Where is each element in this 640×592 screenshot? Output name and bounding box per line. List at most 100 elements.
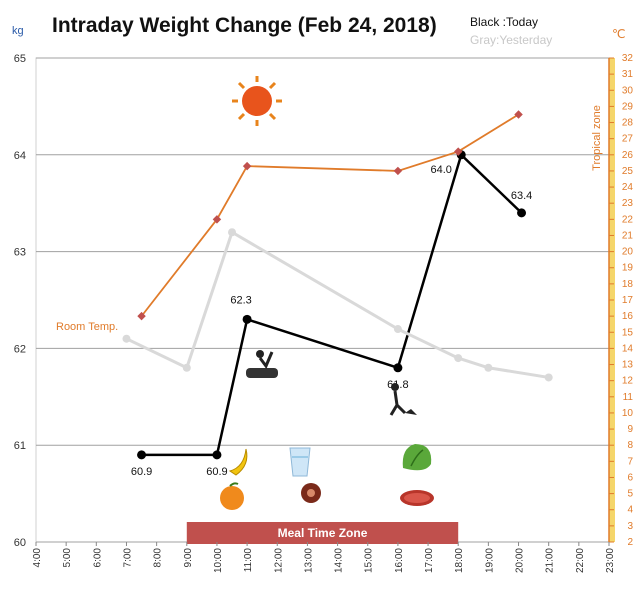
today-point xyxy=(242,314,252,324)
y-right-tick-label: 2 xyxy=(627,537,633,548)
today-point xyxy=(137,450,147,460)
room-temp-label: Room Temp. xyxy=(56,321,118,333)
banana-icon xyxy=(228,448,248,476)
y-right-unit: ℃ xyxy=(612,27,625,41)
y-left-tick-label: 63 xyxy=(14,247,26,259)
x-tick-label: 21:00 xyxy=(545,548,556,573)
series-line-temperature xyxy=(140,113,519,317)
y-right-tick-label: 8 xyxy=(627,440,633,451)
yesterday-point xyxy=(182,363,191,372)
today-data-label: 63.4 xyxy=(511,190,532,202)
y-left-tick-label: 60 xyxy=(14,537,26,549)
y-right-tick-label: 15 xyxy=(622,327,634,338)
x-tick-label: 6:00 xyxy=(92,548,103,568)
y-right-tick-label: 24 xyxy=(622,182,634,193)
x-tick-label: 12:00 xyxy=(273,548,284,573)
y-right-tick-label: 21 xyxy=(622,230,634,241)
today-data-label: 64.0 xyxy=(431,164,452,176)
yesterday-point xyxy=(544,373,553,382)
x-tick-label: 20:00 xyxy=(515,548,526,573)
y-right-tick-label: 10 xyxy=(622,408,634,419)
y-right-tick-label: 18 xyxy=(622,279,634,290)
y-right-tick-label: 29 xyxy=(622,101,634,112)
y-right-tick-label: 23 xyxy=(622,198,634,209)
legend-yesterday: Gray:Yesterday xyxy=(470,33,553,47)
x-tick-label: 23:00 xyxy=(605,548,616,573)
today-data-label: 60.9 xyxy=(131,466,152,478)
y-right-tick-label: 14 xyxy=(622,343,634,354)
orange-icon xyxy=(220,482,244,510)
steak-icon xyxy=(400,490,434,506)
x-tick-label: 4:00 xyxy=(32,548,43,568)
y-left-unit: kg xyxy=(12,25,24,37)
x-tick-label: 15:00 xyxy=(364,548,375,573)
wood-chopping-icon xyxy=(246,350,278,378)
x-tick-label: 13:00 xyxy=(303,548,314,573)
y-left-tick-label: 65 xyxy=(14,53,26,65)
temperature-point xyxy=(514,110,523,119)
y-right-tick-label: 27 xyxy=(622,134,634,145)
y-right-tick-label: 31 xyxy=(622,69,634,80)
yesterday-point xyxy=(122,334,131,343)
x-tick-label: 10:00 xyxy=(213,548,224,573)
y-right-tick-label: 16 xyxy=(622,311,634,322)
x-tick-label: 18:00 xyxy=(454,548,465,573)
x-tick-label: 22:00 xyxy=(575,548,586,573)
x-tick-label: 14:00 xyxy=(334,548,345,573)
y-right-tick-label: 28 xyxy=(622,118,634,129)
plot-area xyxy=(35,57,610,543)
y-right-tick-label: 19 xyxy=(622,263,634,274)
gardening-icon xyxy=(389,383,417,416)
y-right-tick-label: 17 xyxy=(622,295,634,306)
y-right-tick-label: 30 xyxy=(622,85,634,96)
water-glass-icon xyxy=(289,447,311,477)
temperature-point xyxy=(137,311,146,321)
x-tick-label: 9:00 xyxy=(183,548,194,568)
y-right-tick-label: 20 xyxy=(622,247,634,258)
meal-time-zone-label: Meal Time Zone xyxy=(278,526,368,540)
meal-time-zone-bar xyxy=(186,522,459,544)
x-tick-label: 16:00 xyxy=(394,548,405,573)
y-left-tick-label: 62 xyxy=(14,343,26,355)
y-right-tick-label: 12 xyxy=(622,376,634,387)
y-right-tick-label: 3 xyxy=(627,521,633,532)
temperature-point xyxy=(393,166,403,176)
x-tick-label: 19:00 xyxy=(484,548,495,573)
y-right-tick-label: 4 xyxy=(627,505,633,516)
y-right-tick-label: 22 xyxy=(622,214,634,225)
y-left-tick-label: 64 xyxy=(14,150,26,162)
y-right-tick-label: 13 xyxy=(622,360,634,371)
yesterday-point xyxy=(393,325,402,334)
yesterday-point xyxy=(454,354,463,363)
sun-icon xyxy=(232,76,282,126)
chart-title: Intraday Weight Change (Feb 24, 2018) xyxy=(52,14,437,37)
today-point xyxy=(517,208,527,218)
yesterday-point xyxy=(228,228,237,237)
y-right-tick-label: 6 xyxy=(627,472,633,483)
x-tick-label: 7:00 xyxy=(122,548,133,568)
today-data-label: 60.9 xyxy=(206,466,227,478)
yesterday-point xyxy=(484,363,493,372)
x-tick-label: 17:00 xyxy=(424,548,435,573)
y-right-tick-label: 5 xyxy=(627,489,633,500)
tropical-zone-label: Tropical zone xyxy=(591,105,603,171)
y-right-tick-label: 7 xyxy=(627,456,633,467)
y-right-tick-label: 32 xyxy=(622,53,634,64)
today-point xyxy=(393,363,403,373)
temperature-point xyxy=(242,161,252,171)
x-tick-label: 11:00 xyxy=(243,548,254,573)
y-right-tick-label: 25 xyxy=(622,166,634,177)
x-tick-label: 5:00 xyxy=(62,548,73,568)
y-right-tick-label: 11 xyxy=(623,392,634,403)
y-right-tick-label: 9 xyxy=(627,424,633,435)
legend-today: Black :Today xyxy=(470,15,539,29)
today-data-label: 62.3 xyxy=(230,294,251,306)
series-line-today xyxy=(141,152,523,457)
lettuce-icon xyxy=(402,444,432,471)
temperature-point xyxy=(212,215,222,224)
temperature-point xyxy=(453,147,463,156)
x-tick-label: 8:00 xyxy=(153,548,164,568)
y-right-tick-label: 26 xyxy=(622,150,634,161)
meat-icon xyxy=(301,483,321,503)
